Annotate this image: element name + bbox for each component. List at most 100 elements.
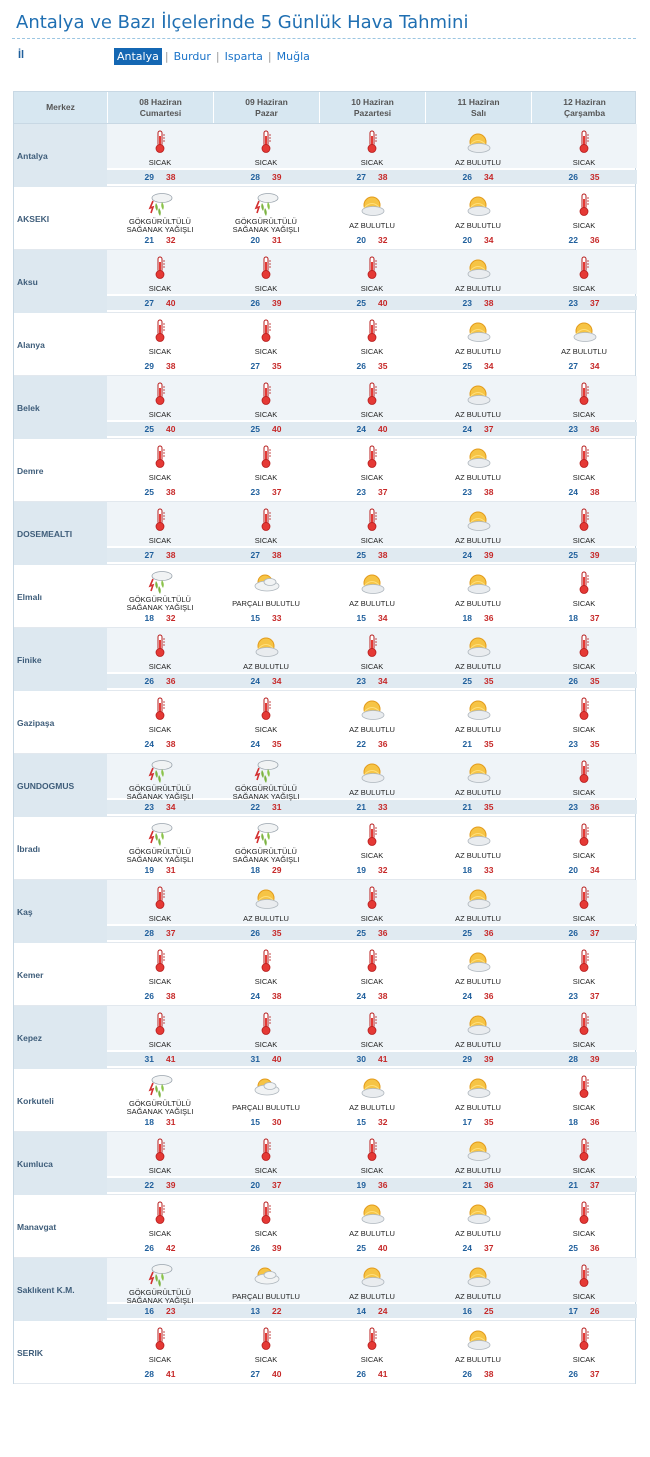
temperature-range: 25 40 xyxy=(213,422,319,436)
min-temperature: 26 xyxy=(250,1243,260,1253)
condition-label: SICAK xyxy=(254,1229,278,1238)
province-separator: | xyxy=(215,50,220,63)
header-weekday: Çarşamba xyxy=(563,107,606,118)
min-temperature: 23 xyxy=(568,298,578,308)
city-name[interactable]: Korkuteli xyxy=(17,1095,54,1106)
min-temperature: 26 xyxy=(356,361,366,371)
min-temperature: 15 xyxy=(250,1117,260,1127)
temperature-range: 25 40 xyxy=(319,1241,425,1255)
city-name[interactable]: Alanya xyxy=(17,339,45,350)
max-temperature: 37 xyxy=(272,487,282,497)
max-temperature: 41 xyxy=(378,1369,388,1379)
thermometer-icon xyxy=(145,1199,175,1227)
forecast-cell: SICAK 28 39 xyxy=(213,124,319,187)
min-temperature: 31 xyxy=(144,1054,154,1064)
table-row: Antalya SICAK 29 38 SICAK 28 39 SICAK 27 38 AZ BUL… xyxy=(14,124,637,187)
province-link-muğla[interactable]: Muğla xyxy=(276,50,310,63)
city-name[interactable]: Kumluca xyxy=(14,1132,107,1195)
temperature-range: 18 37 xyxy=(531,611,637,625)
condition-label: SICAK xyxy=(572,284,596,293)
city-name[interactable]: Aksu xyxy=(14,250,107,313)
thermometer-icon xyxy=(251,506,281,534)
temperature-range: 29 38 xyxy=(107,359,213,373)
max-temperature: 26 xyxy=(590,1306,600,1316)
min-temperature: 24 xyxy=(250,991,260,1001)
city-name[interactable]: GUNDOGMUS xyxy=(14,754,107,817)
city-name[interactable]: Antalya xyxy=(14,124,107,187)
table-row: Elmalı GÖKGÜRÜLTÜLÜ SAĞANAK YAĞIŞLI 18 32 PA… xyxy=(14,565,635,628)
city-name[interactable]: Saklıkent K.M. xyxy=(14,1258,107,1321)
condition-label: SICAK xyxy=(254,158,278,167)
city-name[interactable]: Demre xyxy=(17,465,44,476)
table-header: Merkez 08 Haziran Cumartesi 09 Haziran Paz… xyxy=(14,91,635,124)
min-temperature: 25 xyxy=(144,424,154,434)
temps-background xyxy=(213,800,319,814)
city-name[interactable]: Belek xyxy=(14,376,107,439)
forecast-cell: AZ BULUTLU 26 35 xyxy=(213,880,319,943)
city-name[interactable]: Manavgat xyxy=(17,1221,57,1232)
min-temperature: 26 xyxy=(568,1369,578,1379)
table-row: Demre SICAK 25 38 SICAK 23 37 SICAK 23 37 AZ BULUT… xyxy=(14,439,635,502)
max-temperature: 34 xyxy=(484,235,494,245)
min-temperature: 27 xyxy=(250,1369,260,1379)
city-name[interactable]: Finike xyxy=(14,628,107,691)
temps-background xyxy=(531,1052,637,1066)
province-link-burdur[interactable]: Burdur xyxy=(173,50,211,63)
max-temperature: 34 xyxy=(484,361,494,371)
city-name[interactable]: AKSEKI xyxy=(17,213,50,224)
temps-background xyxy=(531,800,637,814)
condition-label: AZ BULUTLU xyxy=(455,221,501,230)
min-temperature: 24 xyxy=(462,424,472,434)
min-temperature: 26 xyxy=(462,1369,472,1379)
temperature-range: 31 41 xyxy=(107,1052,213,1066)
province-link-antalya[interactable]: Antalya xyxy=(114,48,162,65)
city-name[interactable]: DOSEMEALTI xyxy=(14,502,107,565)
thermometer-icon xyxy=(251,443,281,471)
city-name[interactable]: İbradı xyxy=(17,843,41,854)
temperature-range: 26 39 xyxy=(213,1241,319,1255)
temperature-range: 25 36 xyxy=(425,926,531,940)
temperature-range: 27 35 xyxy=(213,359,319,373)
max-temperature: 38 xyxy=(166,361,176,371)
temps-background xyxy=(107,1052,213,1066)
header-weekday: Salı xyxy=(470,107,487,118)
forecast-cell: SICAK 24 38 xyxy=(107,691,213,754)
condition-label: SICAK xyxy=(148,158,172,167)
city-name[interactable]: Gazipaşa xyxy=(17,717,55,728)
max-temperature: 29 xyxy=(272,865,282,875)
city-name[interactable]: SERIK xyxy=(17,1347,43,1358)
sun-cloud-icon xyxy=(463,884,493,912)
city-name[interactable]: Kemer xyxy=(17,969,44,980)
temperature-range: 13 22 xyxy=(213,1304,319,1318)
temps-background xyxy=(213,548,319,562)
forecast-cell: SICAK 22 39 xyxy=(107,1132,213,1195)
sun-cloud-icon xyxy=(569,317,599,345)
temperature-range: 21 32 xyxy=(107,233,213,247)
condition-label: SICAK xyxy=(254,1166,278,1175)
temperature-range: 23 34 xyxy=(107,800,213,814)
temperature-range: 29 38 xyxy=(107,170,213,184)
city-name[interactable]: Kaş xyxy=(14,880,107,943)
max-temperature: 34 xyxy=(484,172,494,182)
forecast-cell: SICAK 26 35 xyxy=(531,628,637,691)
thermometer-icon xyxy=(569,632,599,660)
max-temperature: 37 xyxy=(590,298,600,308)
max-temperature: 36 xyxy=(590,1117,600,1127)
thunderstorm-icon xyxy=(145,1073,175,1101)
thunderstorm-icon xyxy=(145,821,175,849)
min-temperature: 26 xyxy=(144,991,154,1001)
city-name[interactable]: Elmalı xyxy=(17,591,43,602)
sun-cloud-icon xyxy=(463,758,493,786)
thermometer-icon xyxy=(251,1199,281,1227)
cloud-sun-icon xyxy=(251,1073,281,1101)
min-temperature: 15 xyxy=(356,1117,366,1127)
max-temperature: 38 xyxy=(272,991,282,1001)
forecast-cell: SICAK 29 38 xyxy=(107,124,213,187)
forecast-cell: GÖKGÜRÜLTÜLÜ SAĞANAK YAĞIŞLI 18 29 xyxy=(213,817,319,880)
condition-label: SICAK xyxy=(572,662,596,671)
temperature-range: 26 35 xyxy=(531,674,637,688)
max-temperature: 35 xyxy=(378,361,388,371)
province-link-isparta[interactable]: Isparta xyxy=(224,50,263,63)
city-name[interactable]: Kepez xyxy=(14,1006,107,1069)
max-temperature: 38 xyxy=(166,739,176,749)
